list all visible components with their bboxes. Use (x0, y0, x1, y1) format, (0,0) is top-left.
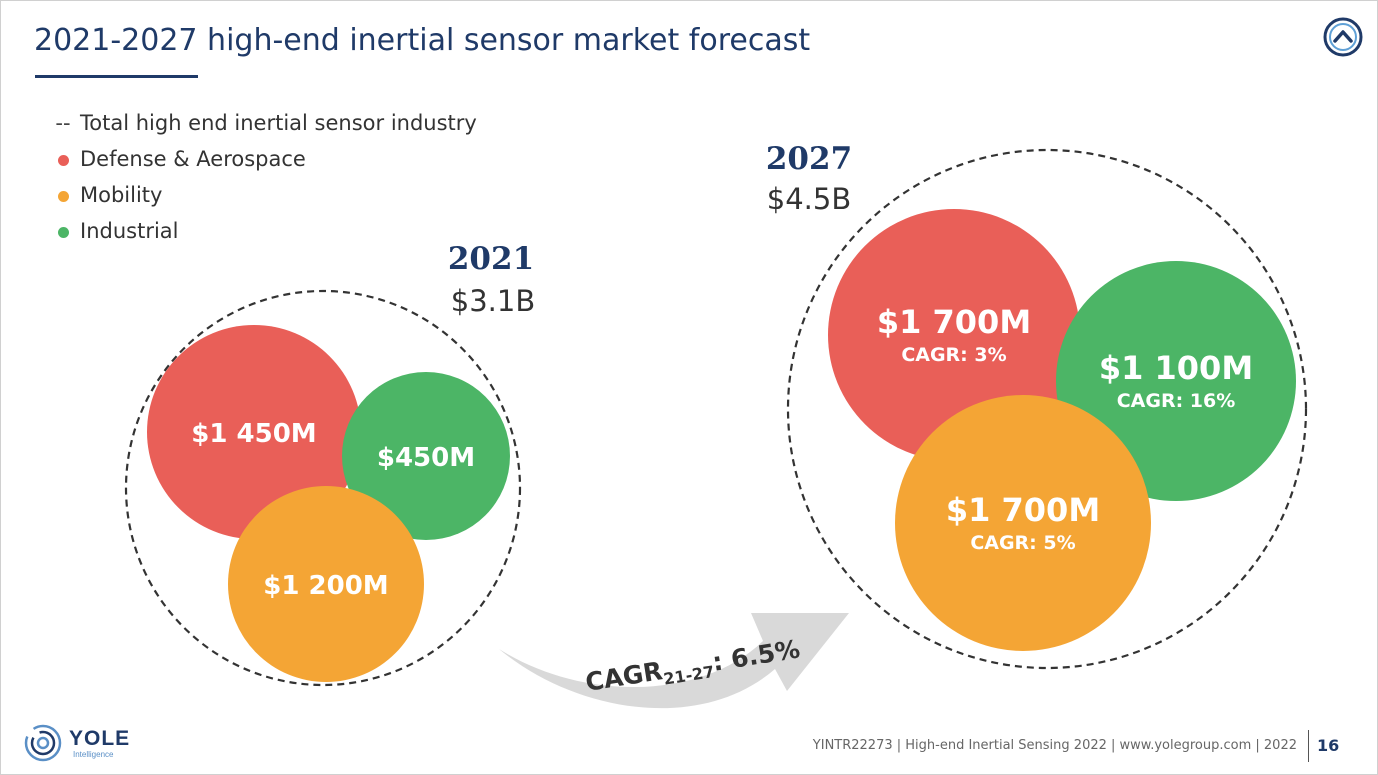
legend-label: Industrial (80, 219, 179, 243)
footer-text: YINTR22273 | High-end Inertial Sensing 2… (812, 738, 1297, 753)
legend-item-total: -- Total high end inertial sensor indust… (55, 105, 477, 141)
growth-arrow (499, 613, 849, 709)
title-underline (35, 75, 198, 78)
legend-label: Mobility (80, 183, 163, 207)
legend-item-industrial: Industrial (55, 213, 477, 249)
mobility-dot-icon (57, 191, 69, 202)
dashed-line-icon: -- (55, 111, 71, 135)
bubble-2021-1 (342, 372, 510, 540)
footer-divider (1308, 730, 1309, 762)
bubble-cagr-2027-1: CAGR: 16% (1117, 390, 1236, 412)
bubble-2027-2 (895, 395, 1151, 651)
yole-logo-icon (24, 724, 62, 762)
bubble-value-2027-1: $1 100M (1099, 349, 1253, 387)
bubble-value-2021-1: $450M (377, 443, 475, 473)
year-label-2021: 2021 (448, 241, 534, 277)
year-label-2027: 2027 (766, 141, 852, 177)
bubble-value-2021-2: $1 200M (263, 571, 388, 601)
bubble-value-2021-0: $1 450M (191, 419, 316, 449)
total-circle-2021 (124, 289, 522, 687)
industrial-dot-icon (57, 227, 69, 238)
page-title: 2021-2027 high-end inertial sensor marke… (34, 23, 811, 58)
total-label-2021: $3.1B (451, 284, 535, 318)
yole-logo: YOLE Intelligence (23, 721, 143, 765)
total-label-2027: $4.5B (767, 182, 851, 216)
legend-item-mobility: Mobility (55, 177, 477, 213)
bubble-value-2027-0: $1 700M (877, 303, 1031, 341)
logo-subtitle: Intelligence (73, 750, 114, 759)
page-number: 16 (1317, 736, 1340, 755)
defense-dot-icon (57, 155, 69, 166)
legend-label: Total high end inertial sensor industry (80, 111, 477, 135)
legend-item-defense: Defense & Aerospace (55, 141, 477, 177)
legend: -- Total high end inertial sensor indust… (55, 105, 477, 249)
home-up-icon[interactable] (1321, 15, 1365, 59)
bubble-value-2027-2: $1 700M (946, 491, 1100, 529)
logo-wordmark: YOLE (69, 727, 131, 750)
bubble-cagr-2027-0: CAGR: 3% (901, 344, 1006, 366)
bubble-2021-2 (228, 486, 424, 682)
total-circle-2027 (786, 148, 1308, 670)
legend-label: Defense & Aerospace (80, 147, 306, 171)
cagr-annotation: CAGR21-27: 6.5% (583, 634, 802, 700)
bubble-cagr-2027-2: CAGR: 5% (970, 532, 1075, 554)
bubble-2021-0 (147, 325, 361, 539)
